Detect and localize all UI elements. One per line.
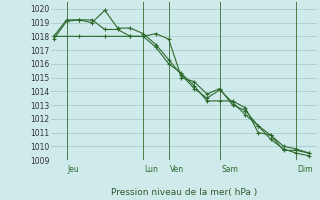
Text: Ven: Ven bbox=[170, 165, 184, 174]
Text: Jeu: Jeu bbox=[68, 165, 80, 174]
Text: Pression niveau de la mer( hPa ): Pression niveau de la mer( hPa ) bbox=[111, 188, 257, 197]
Text: Lun: Lun bbox=[144, 165, 158, 174]
Text: Dim: Dim bbox=[298, 165, 313, 174]
Text: Sam: Sam bbox=[221, 165, 238, 174]
